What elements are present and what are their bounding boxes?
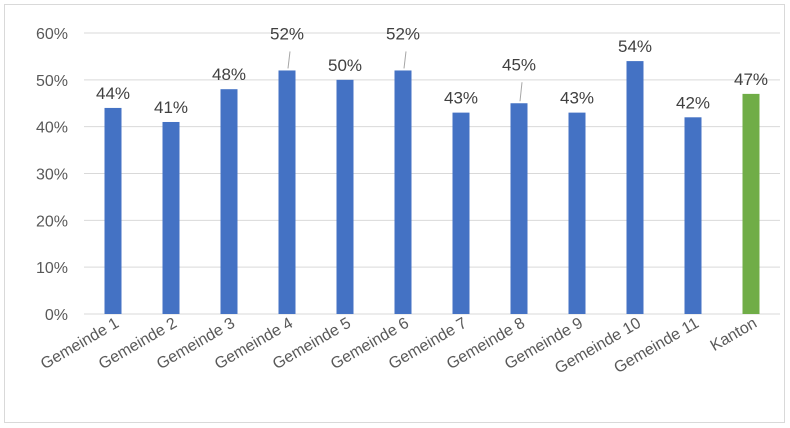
bar <box>626 61 644 314</box>
data-label: 44% <box>96 84 130 103</box>
data-label: 43% <box>444 89 478 108</box>
bar <box>452 112 470 314</box>
bar <box>742 93 760 314</box>
data-label: 50% <box>328 56 362 75</box>
bar <box>104 107 122 314</box>
y-tick-label: 0% <box>45 307 68 324</box>
leader-line <box>519 82 523 102</box>
y-tick-label: 50% <box>36 73 68 90</box>
y-tick-label: 60% <box>36 26 68 43</box>
data-label: 41% <box>154 98 188 117</box>
leader-line <box>287 51 291 69</box>
x-category-label: Kanton <box>708 315 760 355</box>
bars <box>104 61 760 314</box>
y-axis-tick-labels: 0% 10% 20% 30% 40% 50% 60% <box>36 26 68 324</box>
bar <box>510 103 528 314</box>
y-tick-label: 20% <box>36 213 68 230</box>
y-tick-label: 40% <box>36 120 68 137</box>
gridlines <box>84 32 780 315</box>
bar <box>684 117 702 314</box>
data-label: 43% <box>560 89 594 108</box>
data-label: 45% <box>502 55 536 74</box>
y-tick-label: 30% <box>36 167 68 184</box>
data-labels: 44% 41% 48% 52% 50% 52% 43% 45% 43% 54% 42% 47% <box>96 24 768 117</box>
bar <box>278 70 296 314</box>
leader-line <box>403 51 407 69</box>
data-label: 42% <box>676 93 710 112</box>
data-label: 48% <box>212 65 246 84</box>
bar <box>162 121 180 314</box>
bar <box>336 79 354 314</box>
bar <box>568 112 586 314</box>
y-tick-label: 10% <box>36 260 68 277</box>
data-label: 52% <box>386 24 420 43</box>
leader-lines <box>287 51 523 102</box>
bar <box>220 89 238 314</box>
data-label: 52% <box>270 24 304 43</box>
data-label: 54% <box>618 37 652 56</box>
data-label: 47% <box>734 70 768 89</box>
bar <box>394 70 412 314</box>
